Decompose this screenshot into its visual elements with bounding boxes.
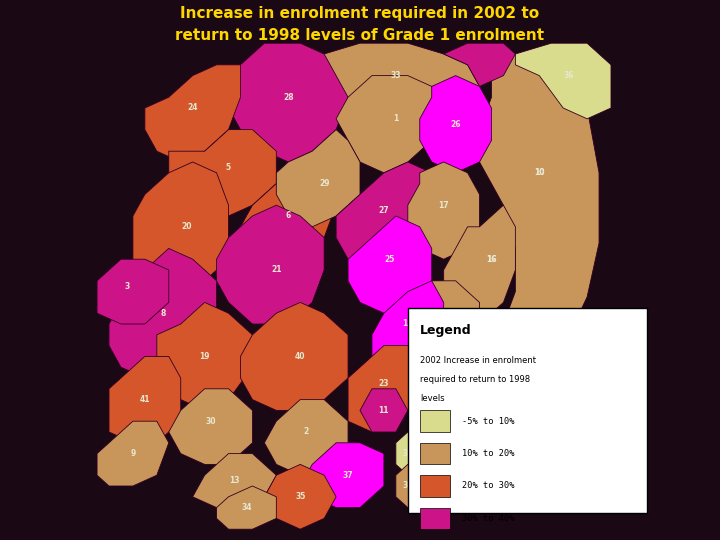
Polygon shape <box>109 356 181 443</box>
Text: 25: 25 <box>384 255 395 264</box>
Text: 8: 8 <box>160 309 166 318</box>
Polygon shape <box>396 432 420 475</box>
Text: 28: 28 <box>283 93 294 102</box>
Text: -5% to 10%: -5% to 10% <box>462 417 514 426</box>
Polygon shape <box>312 43 480 119</box>
Polygon shape <box>228 43 348 162</box>
Text: 41: 41 <box>140 395 150 404</box>
Text: 11: 11 <box>379 406 389 415</box>
Polygon shape <box>336 162 432 270</box>
Text: 33: 33 <box>391 71 401 80</box>
Text: 27: 27 <box>379 206 390 215</box>
Polygon shape <box>444 324 527 410</box>
Polygon shape <box>109 248 217 378</box>
Polygon shape <box>444 205 516 324</box>
Bar <box>420 475 449 497</box>
Text: return to 1998 levels of Grade 1 enrolment: return to 1998 levels of Grade 1 enrolme… <box>176 28 544 43</box>
Text: 3: 3 <box>125 282 130 291</box>
Polygon shape <box>396 464 420 508</box>
Polygon shape <box>408 162 480 259</box>
Polygon shape <box>217 486 276 529</box>
Text: 24: 24 <box>187 104 198 112</box>
Text: 23: 23 <box>379 379 389 388</box>
Text: 17: 17 <box>438 201 449 210</box>
Text: 2: 2 <box>304 428 309 436</box>
Text: 26: 26 <box>451 120 461 129</box>
Polygon shape <box>396 281 480 367</box>
Text: 10% to 20%: 10% to 20% <box>462 449 514 458</box>
Text: 38: 38 <box>402 449 413 458</box>
Polygon shape <box>240 173 336 259</box>
Text: 34: 34 <box>241 503 252 512</box>
Text: 6: 6 <box>286 212 291 220</box>
Polygon shape <box>133 162 228 292</box>
Text: 5: 5 <box>226 163 231 172</box>
Text: 1: 1 <box>393 114 398 123</box>
Polygon shape <box>193 454 276 508</box>
Polygon shape <box>480 54 599 367</box>
Text: 30: 30 <box>205 417 216 426</box>
Bar <box>420 508 449 529</box>
Text: levels: levels <box>420 394 444 403</box>
Polygon shape <box>168 389 253 464</box>
Polygon shape <box>276 130 360 227</box>
Text: 21: 21 <box>271 266 282 274</box>
Text: Legend: Legend <box>420 324 472 337</box>
Text: 40: 40 <box>295 352 305 361</box>
Bar <box>420 410 449 432</box>
Text: required to return to 1998: required to return to 1998 <box>420 375 530 384</box>
Text: 15: 15 <box>438 368 449 377</box>
Text: 19: 19 <box>199 352 210 361</box>
Polygon shape <box>264 464 336 529</box>
Text: 16: 16 <box>486 255 497 264</box>
Polygon shape <box>217 205 324 324</box>
Text: 20: 20 <box>181 222 192 231</box>
Text: 22: 22 <box>480 357 491 366</box>
Text: 39: 39 <box>402 482 413 490</box>
Text: Increase in enrolment required in 2002 to: Increase in enrolment required in 2002 t… <box>181 6 539 21</box>
Text: 13: 13 <box>229 476 240 485</box>
Text: 9: 9 <box>130 449 135 458</box>
Polygon shape <box>97 421 168 486</box>
Polygon shape <box>372 281 444 367</box>
Text: 18: 18 <box>402 320 413 328</box>
Text: 35: 35 <box>295 492 305 501</box>
Polygon shape <box>145 65 240 162</box>
Polygon shape <box>97 259 168 324</box>
Polygon shape <box>240 302 348 410</box>
Polygon shape <box>264 400 348 475</box>
Polygon shape <box>420 76 492 173</box>
Text: 16: 16 <box>486 255 497 264</box>
Polygon shape <box>300 443 384 508</box>
Text: 43: 43 <box>426 482 437 490</box>
Bar <box>420 443 449 464</box>
Text: 10: 10 <box>534 168 544 177</box>
Bar <box>408 308 647 513</box>
Text: 36: 36 <box>564 71 575 80</box>
Polygon shape <box>336 76 444 173</box>
Text: 20% to 30%: 20% to 30% <box>462 482 514 490</box>
Polygon shape <box>348 346 420 432</box>
Polygon shape <box>408 335 480 421</box>
Polygon shape <box>420 464 444 508</box>
Polygon shape <box>444 43 516 86</box>
Text: 7: 7 <box>435 314 441 323</box>
Text: 10: 10 <box>534 168 544 177</box>
Polygon shape <box>360 389 408 432</box>
Polygon shape <box>168 130 276 216</box>
Polygon shape <box>157 302 253 410</box>
Polygon shape <box>516 43 611 119</box>
Polygon shape <box>348 216 432 313</box>
Text: 29: 29 <box>319 179 329 188</box>
Text: 30% to 40%: 30% to 40% <box>462 514 514 523</box>
Text: 37: 37 <box>343 471 354 480</box>
Text: 2002 Increase in enrolment: 2002 Increase in enrolment <box>420 356 536 366</box>
